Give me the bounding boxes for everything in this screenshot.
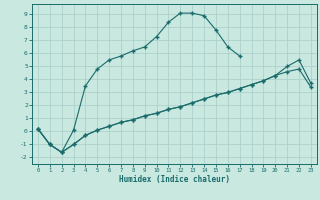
X-axis label: Humidex (Indice chaleur): Humidex (Indice chaleur) <box>119 175 230 184</box>
